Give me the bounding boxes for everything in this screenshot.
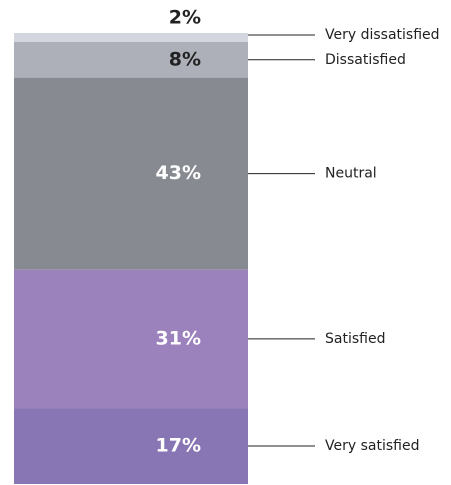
bar-segment: [14, 41, 248, 78]
legend-label: Very dissatisfied: [325, 27, 440, 43]
data-label: 31%: [156, 327, 201, 349]
legend-label: Dissatisfied: [325, 52, 406, 68]
data-label: 8%: [169, 48, 201, 70]
legend-label: Neutral: [325, 166, 377, 182]
legend-label: Very satisfied: [325, 438, 419, 454]
legend-label: Satisfied: [325, 331, 385, 347]
bar-segment: [14, 269, 248, 409]
bar-segment: [14, 77, 248, 270]
bar-segment: [14, 33, 248, 42]
data-label: 43%: [156, 162, 201, 184]
data-label: 2%: [169, 7, 201, 29]
data-label: 17%: [156, 435, 201, 457]
bar-segment: [14, 408, 248, 484]
